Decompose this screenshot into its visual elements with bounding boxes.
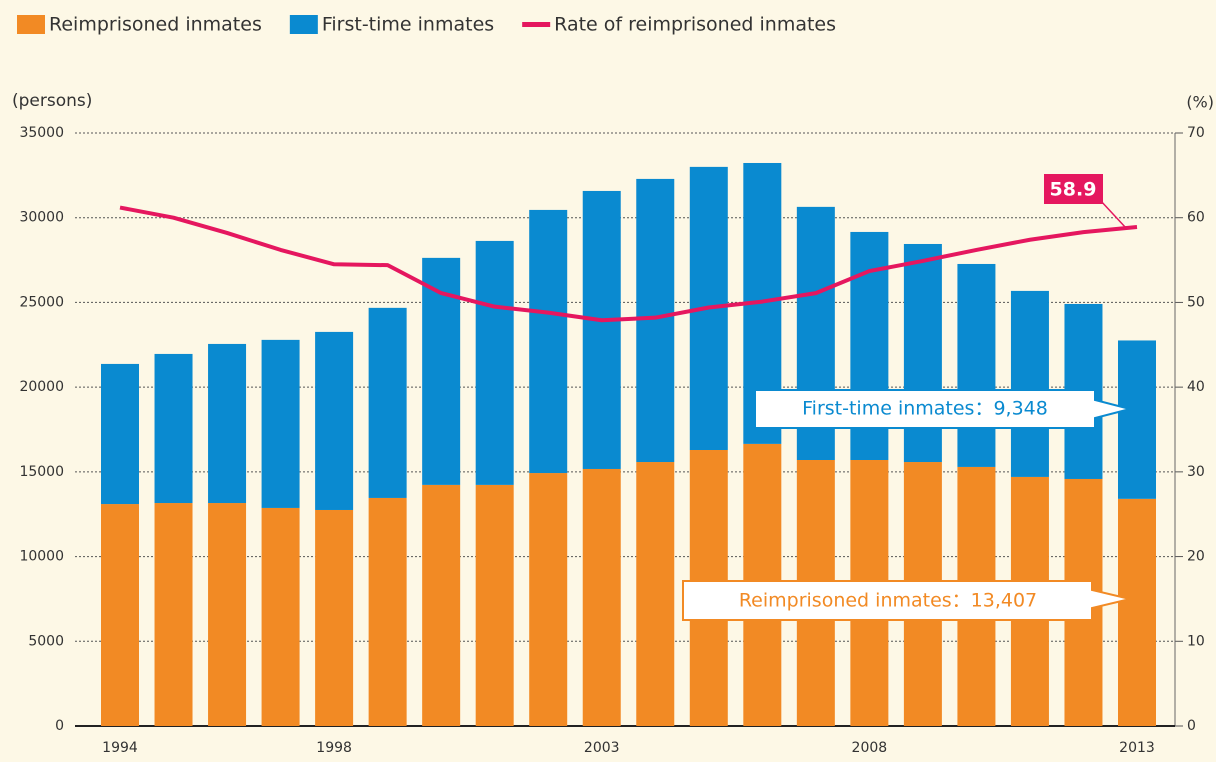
annotation: First-time inmates：9,348 [802, 398, 1048, 420]
y-tick-label: 10000 [19, 549, 64, 565]
bar [582, 190, 621, 469]
y-tick-label: 30000 [19, 210, 64, 226]
bar [101, 504, 139, 726]
label-leader [1099, 199, 1127, 229]
y2-tick-label: 40 [1187, 379, 1205, 395]
bar [1118, 340, 1156, 499]
y2-tick-label: 70 [1187, 125, 1205, 141]
y2-tick-label: 0 [1187, 718, 1196, 734]
bar [1010, 290, 1049, 477]
legend-swatch [522, 22, 551, 27]
y-tick-label: 15000 [19, 464, 64, 480]
line [119, 205, 1138, 323]
bar [101, 363, 139, 505]
x-tick-label: 2008 [852, 740, 888, 756]
x-tick-label: 2013 [1119, 740, 1155, 756]
legend-swatch [17, 15, 45, 34]
y-axis-label: (persons) [12, 91, 92, 111]
y2-tick-label: 60 [1187, 210, 1205, 226]
value-label: 58.9 [1050, 179, 1097, 201]
bar [475, 240, 514, 485]
y-tick-label: 35000 [19, 125, 64, 141]
y2-tick-label: 20 [1187, 549, 1205, 565]
y2-axis-label: (%) [1186, 93, 1214, 112]
legend-label: First-time inmates [322, 14, 494, 36]
bar [529, 209, 568, 474]
annotations: First-time inmates：9,348 Reimprisoned in… [682, 174, 1131, 621]
bar [208, 343, 247, 504]
y-tick-label: 5000 [28, 633, 64, 649]
x-tick-label: 2003 [584, 740, 620, 756]
y-tick-label: 25000 [19, 294, 64, 310]
bar [368, 307, 407, 498]
bar [582, 468, 621, 726]
bar [1118, 498, 1156, 726]
y2-tick-label: 30 [1187, 464, 1205, 480]
bar [636, 178, 675, 463]
bar [903, 243, 942, 463]
legend: Reimprisoned inmates First-time inmates Ra… [17, 14, 836, 36]
y-tick-label: 0 [55, 718, 64, 734]
lines [119, 205, 1138, 323]
legend-swatch [289, 15, 318, 34]
y-tick-label: 20000 [19, 379, 64, 395]
legend-label: Reimprisoned inmates [49, 14, 262, 36]
bar [154, 503, 193, 726]
bar [957, 263, 996, 467]
value-label-box [1044, 174, 1103, 204]
annotation: Reimprisoned inmates：13,407 [739, 590, 1037, 612]
callout-box [682, 580, 1131, 621]
bar [315, 509, 354, 726]
bar [422, 484, 461, 726]
callout-box [754, 389, 1131, 429]
legend-label: Rate of reimprisoned inmates [554, 14, 836, 36]
bar [261, 339, 300, 508]
bar [261, 507, 300, 726]
bar [208, 503, 247, 726]
bar [475, 484, 514, 726]
y2-tick-label: 10 [1187, 633, 1205, 649]
bar [368, 497, 407, 726]
bar [529, 473, 568, 726]
bar [154, 353, 193, 504]
x-tick-label: 1994 [102, 740, 138, 756]
x-tick-label: 1998 [316, 740, 352, 756]
bar [315, 331, 354, 510]
bar [636, 462, 675, 726]
y2-tick-label: 50 [1187, 294, 1205, 310]
